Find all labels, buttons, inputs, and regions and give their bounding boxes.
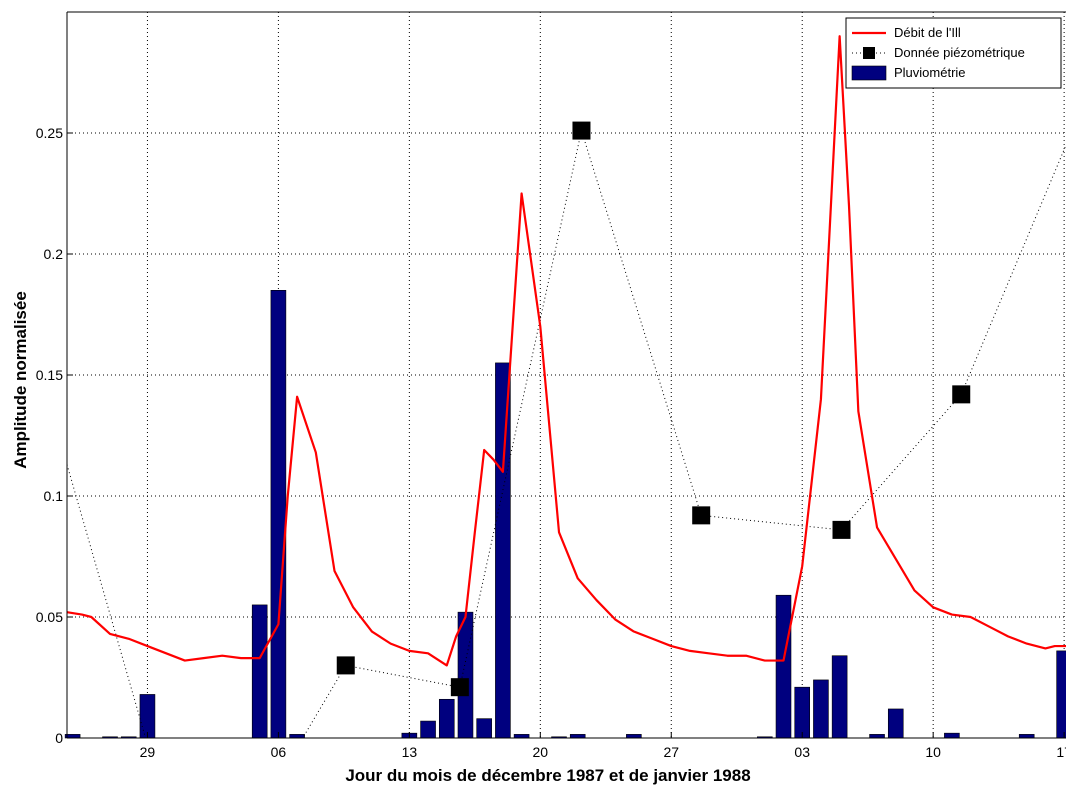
x-tick-label: 17 xyxy=(1056,744,1066,760)
rain-bar xyxy=(1056,650,1066,739)
piezo-point xyxy=(952,385,971,404)
rain-bar xyxy=(289,734,305,739)
x-tick-label: 13 xyxy=(402,744,418,760)
legend-label-piezo: Donnée piézométrique xyxy=(894,45,1025,60)
x-axis-label: Jour du mois de décembre 1987 et de janv… xyxy=(345,766,750,785)
legend-label-flow: Débit de l'Ill xyxy=(894,25,961,40)
x-tick-label: 29 xyxy=(140,744,156,760)
flow-line xyxy=(66,35,1066,667)
rain-bar xyxy=(251,604,268,739)
y-tick-label: 0.05 xyxy=(36,609,63,625)
rain-bar xyxy=(139,694,156,739)
piezo-layer xyxy=(66,121,1066,739)
y-tick-label: 0.25 xyxy=(36,125,63,141)
piezo-line xyxy=(66,128,1066,739)
axes-layer: 0 0.05 0.1 0.15 0.2 0.25 29 06 13 20 27 03 10 17 xyxy=(36,11,1066,760)
rain-layer xyxy=(64,289,1066,739)
rain-bar xyxy=(569,734,586,739)
legend: Débit de l'Ill Donnée piézométrique Pluvio… xyxy=(845,17,1062,89)
grid-layer xyxy=(67,12,1066,738)
x-tick-label: 06 xyxy=(271,744,287,760)
rain-bar xyxy=(626,734,642,739)
rain-bar xyxy=(944,732,960,739)
x-tick-label: 10 xyxy=(925,744,941,760)
flow-layer xyxy=(66,35,1066,667)
piezo-point xyxy=(572,121,591,140)
legend-swatch-piezo xyxy=(863,47,875,59)
piezo-point xyxy=(832,520,851,539)
rain-bar xyxy=(457,611,474,739)
rain-bar xyxy=(420,720,436,739)
piezo-point xyxy=(450,678,469,697)
rain-bar xyxy=(1018,734,1035,739)
rain-bar xyxy=(495,362,511,739)
rain-bar xyxy=(887,708,904,739)
y-tick-label: 0 xyxy=(55,730,63,746)
rain-bar xyxy=(775,594,792,739)
rain-bar xyxy=(831,655,848,739)
rain-bar xyxy=(869,734,885,739)
legend-swatch-rain xyxy=(851,65,887,81)
rain-bar xyxy=(476,718,492,739)
y-tick-label: 0.1 xyxy=(44,488,64,504)
y-tick-label: 0.2 xyxy=(44,246,64,262)
rain-bar xyxy=(794,686,811,739)
rain-bar xyxy=(438,698,455,739)
x-tick-label: 20 xyxy=(533,744,549,760)
legend-label-rain: Pluviométrie xyxy=(894,65,966,80)
rain-bar xyxy=(513,734,530,739)
x-tick-label: 03 xyxy=(794,744,810,760)
piezo-point xyxy=(336,656,355,675)
y-axis-label: Amplitude normalisée xyxy=(11,291,30,469)
rain-bar xyxy=(813,679,829,739)
y-tick-label: 0.15 xyxy=(36,367,63,383)
piezo-point xyxy=(692,506,711,525)
x-tick-label: 27 xyxy=(663,744,679,760)
rain-bar xyxy=(270,289,287,739)
